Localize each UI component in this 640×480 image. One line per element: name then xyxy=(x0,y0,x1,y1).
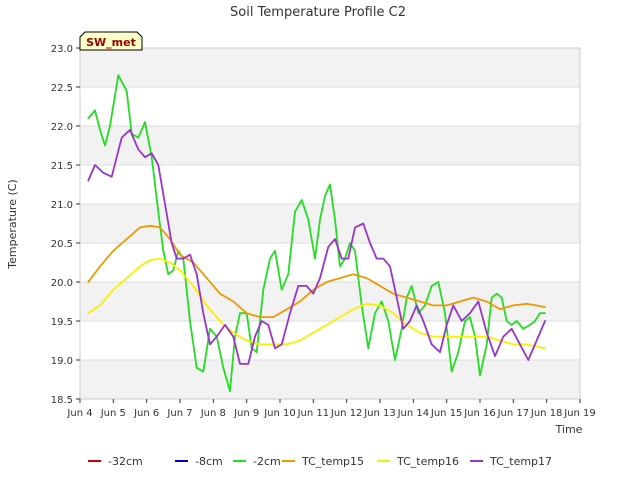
x-tick-label: Jun 10 xyxy=(263,408,296,419)
y-tick-label: 20.0 xyxy=(51,278,73,289)
x-axis-ticks: Jun 4 Jun 5 Jun 6 Jun 7 Jun 8 Jun 9 Jun 10 Jun … xyxy=(66,399,596,419)
legend-label: -8cm xyxy=(195,455,223,468)
x-tick-label: Jun 14 xyxy=(397,408,430,419)
legend-item-8cm: -8cm xyxy=(175,455,223,468)
series-line-tc-temp17 xyxy=(87,128,546,365)
series-line-tc-temp15 xyxy=(87,224,546,319)
site-badge-label: SW_met xyxy=(86,36,136,49)
plot-band xyxy=(80,48,580,87)
x-tick-label: Jun 12 xyxy=(330,408,363,419)
x-tick-label: Jun 11 xyxy=(297,408,330,419)
y-tick-label: 21.5 xyxy=(51,161,73,172)
series-line-tc-temp16 xyxy=(87,257,546,350)
plot-band xyxy=(80,360,580,399)
legend-label: -32cm xyxy=(108,455,143,468)
y-tick-label: 22.5 xyxy=(51,83,73,94)
plot-band xyxy=(80,204,580,243)
legend-label: TC_temp16 xyxy=(396,455,459,468)
chart-title: Soil Temperature Profile C2 xyxy=(230,5,406,20)
legend-item-2cm: -2cm xyxy=(233,455,281,468)
legend-item-tc-temp15: TC_temp15 xyxy=(282,455,364,468)
plot-band xyxy=(80,282,580,321)
x-tick-label: Jun 9 xyxy=(233,408,259,419)
x-tick-label: Jun 4 xyxy=(66,408,92,419)
series-line-2cm xyxy=(87,74,546,393)
x-tick-label: Jun 19 xyxy=(563,408,596,419)
site-badge-box xyxy=(79,31,143,51)
x-tick-label: Jun 18 xyxy=(530,408,563,419)
x-tick-label: Jun 13 xyxy=(363,408,396,419)
plot-area-frame xyxy=(79,47,581,400)
legend-label: -2cm xyxy=(253,455,281,468)
y-tick-label: 20.5 xyxy=(51,239,73,250)
y-tick-label: 21.0 xyxy=(51,200,73,211)
plot-band xyxy=(80,126,580,165)
y-tick-label: 23.0 xyxy=(51,44,73,55)
x-tick-label: Jun 17 xyxy=(497,408,530,419)
legend-label: TC_temp17 xyxy=(489,455,552,468)
plot-bands xyxy=(80,48,580,399)
site-badge: SW_met xyxy=(79,31,143,51)
x-tick-label: Jun 15 xyxy=(430,408,463,419)
y-tick-label: 19.0 xyxy=(51,356,73,367)
legend-item-tc-temp16: TC_temp16 xyxy=(377,455,459,468)
x-tick-label: Jun 7 xyxy=(166,408,192,419)
legend-label: TC_temp15 xyxy=(301,455,364,468)
x-tick-label: Jun 5 xyxy=(100,408,126,419)
x-tick-label: Jun 16 xyxy=(463,408,496,419)
y-axis-ticks: 18.5 19.0 19.5 20.0 20.5 21.0 21.5 22.0 22.5 23.0 xyxy=(51,44,80,406)
series-lines xyxy=(87,74,546,393)
y-axis-label: Temperature (C) xyxy=(6,179,19,269)
y-tick-label: 19.5 xyxy=(51,317,73,328)
legend-item-tc-temp17: TC_temp17 xyxy=(470,455,552,468)
x-tick-label: Jun 8 xyxy=(200,408,226,419)
y-tick-label: 18.5 xyxy=(51,395,73,406)
y-tick-label: 22.0 xyxy=(51,122,73,133)
legend: -32cm -8cm -2cm TC_temp15 TC_temp16 TC_temp17 xyxy=(88,455,552,468)
legend-item-32cm: -32cm xyxy=(88,455,143,468)
x-tick-label: Jun 6 xyxy=(133,408,159,419)
x-axis-label: Time xyxy=(555,423,583,436)
